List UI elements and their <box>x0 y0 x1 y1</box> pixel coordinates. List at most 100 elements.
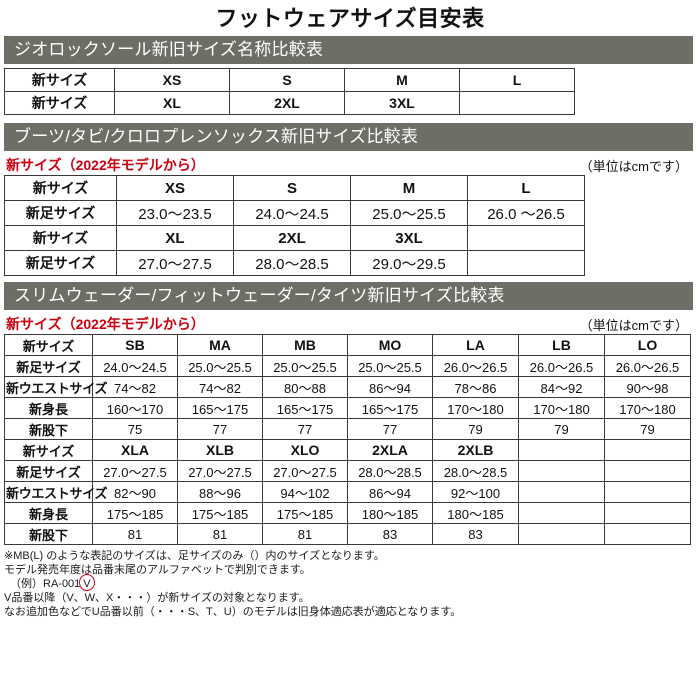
cell-value: 86〜94 <box>347 481 433 503</box>
cell-size: XS <box>116 175 234 201</box>
table-geolock: 新サイズ XS S M L 新サイズ XL 2XL 3XL <box>4 68 575 115</box>
cell-size: 2XL <box>229 91 345 115</box>
row-label: 新ウエストサイズ <box>4 376 108 398</box>
cell-size: M <box>350 175 468 201</box>
cell-empty <box>459 91 575 115</box>
cell-value: 79 <box>604 418 691 440</box>
cell-value: 25.0〜25.5 <box>262 355 348 377</box>
cell-value: 74〜82 <box>177 376 263 398</box>
cell-size: XL <box>116 225 234 251</box>
cell-value: 77 <box>177 418 263 440</box>
row-label: 新サイズ <box>4 334 93 356</box>
cell-value: 175〜185 <box>262 502 348 524</box>
cell-empty <box>467 225 585 251</box>
table-row: 新サイズ XS S M L <box>4 175 585 201</box>
table-row: 新サイズ XS S M L <box>4 68 575 92</box>
cell-size: 2XLB <box>432 439 519 461</box>
cell-value: 26.0〜26.5 <box>604 355 691 377</box>
cell-value: 165〜175 <box>262 397 348 419</box>
cell-empty <box>604 481 691 503</box>
cell-size: SB <box>92 334 178 356</box>
row-label: 新身長 <box>4 397 93 419</box>
table-wader: 新サイズ SB MA MB MO LA LB LO 新足サイズ 24.0〜24.… <box>4 334 691 545</box>
row-label: 新サイズ <box>4 225 117 251</box>
cell-value: 27.0〜27.5 <box>262 460 348 482</box>
cell-value: 90〜98 <box>604 376 691 398</box>
cell-value: 88〜96 <box>177 481 263 503</box>
cell-value: 81 <box>177 523 263 545</box>
footnotes: ※MB(L) のような表記のサイズは、足サイズのみ（）内のサイズとなります。 モ… <box>4 549 700 619</box>
cell-size: 2XLA <box>347 439 433 461</box>
cell-value: 180〜185 <box>347 502 433 524</box>
page-title: フットウェアサイズ目安表 <box>215 6 485 31</box>
cell-size: LB <box>518 334 605 356</box>
cell-value: 26.0〜26.5 <box>518 355 605 377</box>
row-label: 新ウエストサイズ <box>4 481 108 503</box>
cell-value: 77 <box>347 418 433 440</box>
table-row: 新サイズ XL 2XL 3XL <box>4 225 585 251</box>
cell-size: S <box>229 68 345 92</box>
section-header-boots: ブーツ/タビ/クロロプレンソックス新旧サイズ比較表 <box>4 123 693 151</box>
footnote-line-2: モデル発売年度は品番末尾のアルファベットで判別できます。 <box>4 564 311 576</box>
cell-value: 25.0〜25.5 <box>177 355 263 377</box>
cell-foot-size: 27.0〜27.5 <box>116 250 234 276</box>
cell-value: 24.0〜24.5 <box>92 355 178 377</box>
footnote-line-3: （例）RA-001 V <box>4 574 700 591</box>
cell-size: 2XL <box>233 225 351 251</box>
table-row: 新足サイズ 23.0〜23.5 24.0〜24.5 25.0〜25.5 26.0… <box>4 200 585 226</box>
cell-value: 175〜185 <box>92 502 178 524</box>
cell-value: 92〜100 <box>432 481 519 503</box>
cell-empty <box>518 523 605 545</box>
caption-new-size-note: 新サイズ（2022年モデルから） <box>6 157 205 173</box>
table-row: 新サイズ XL 2XL 3XL <box>4 91 575 115</box>
cell-empty <box>518 502 605 524</box>
cell-value: 80〜88 <box>262 376 348 398</box>
row-label: 新サイズ <box>4 175 117 201</box>
cell-size: M <box>344 68 460 92</box>
table-row: 新足サイズ 27.0〜27.5 27.0〜27.5 27.0〜27.5 28.0… <box>4 460 691 482</box>
cell-empty <box>518 481 605 503</box>
row-label: 新股下 <box>4 523 93 545</box>
row-label: 新サイズ <box>4 68 115 92</box>
cell-size: L <box>467 175 585 201</box>
row-label: 新足サイズ <box>4 355 93 377</box>
cell-value: 180〜185 <box>432 502 519 524</box>
table-row: 新ウエストサイズ 82〜90 88〜96 94〜102 86〜94 92〜100 <box>4 481 691 503</box>
row-label: 新股下 <box>4 418 93 440</box>
cell-foot-size: 24.0〜24.5 <box>233 200 351 226</box>
section-header-wader: スリムウェーダー/フィットウェーダー/タイツ新旧サイズ比較表 <box>4 282 693 310</box>
cell-value: 28.0〜28.5 <box>347 460 433 482</box>
cell-empty <box>518 460 605 482</box>
cell-empty <box>518 439 605 461</box>
cell-value: 79 <box>432 418 519 440</box>
cell-value: 79 <box>518 418 605 440</box>
cell-value: 83 <box>432 523 519 545</box>
cell-size: MA <box>177 334 263 356</box>
cell-value: 77 <box>262 418 348 440</box>
row-label: 新サイズ <box>4 91 115 115</box>
row-label: 新足サイズ <box>4 200 117 226</box>
cell-value: 25.0〜25.5 <box>347 355 433 377</box>
cell-size: LA <box>432 334 519 356</box>
footnote-line-5: なお追加色などでU品番以前（・・・S、T、U）のモデルは旧身体適応表が適応となり… <box>4 606 462 618</box>
cell-value: 75 <box>92 418 178 440</box>
cell-size: 3XL <box>350 225 468 251</box>
row-label: 新身長 <box>4 502 93 524</box>
cell-value: 74〜82 <box>92 376 178 398</box>
cell-value: 83 <box>347 523 433 545</box>
table-row: 新身長 175〜185 175〜185 175〜185 180〜185 180〜… <box>4 502 691 524</box>
footnote-line-1: ※MB(L) のような表記のサイズは、足サイズのみ（）内のサイズとなります。 <box>4 550 385 562</box>
cell-value: 175〜185 <box>177 502 263 524</box>
cell-foot-size: 23.0〜23.5 <box>116 200 234 226</box>
cell-size: XS <box>114 68 230 92</box>
cell-empty <box>467 250 585 276</box>
cell-foot-size: 25.0〜25.5 <box>350 200 468 226</box>
section-header-geolock: ジオロックソール新旧サイズ名称比較表 <box>4 36 693 64</box>
cell-foot-size: 28.0〜28.5 <box>233 250 351 276</box>
table-row: 新足サイズ 27.0〜27.5 28.0〜28.5 29.0〜29.5 <box>4 250 585 276</box>
table-row: 新身長 160〜170 165〜175 165〜175 165〜175 170〜… <box>4 397 691 419</box>
caption-new-size-note: 新サイズ（2022年モデルから） <box>6 316 205 332</box>
cell-size: 3XL <box>344 91 460 115</box>
cell-value: 86〜94 <box>347 376 433 398</box>
